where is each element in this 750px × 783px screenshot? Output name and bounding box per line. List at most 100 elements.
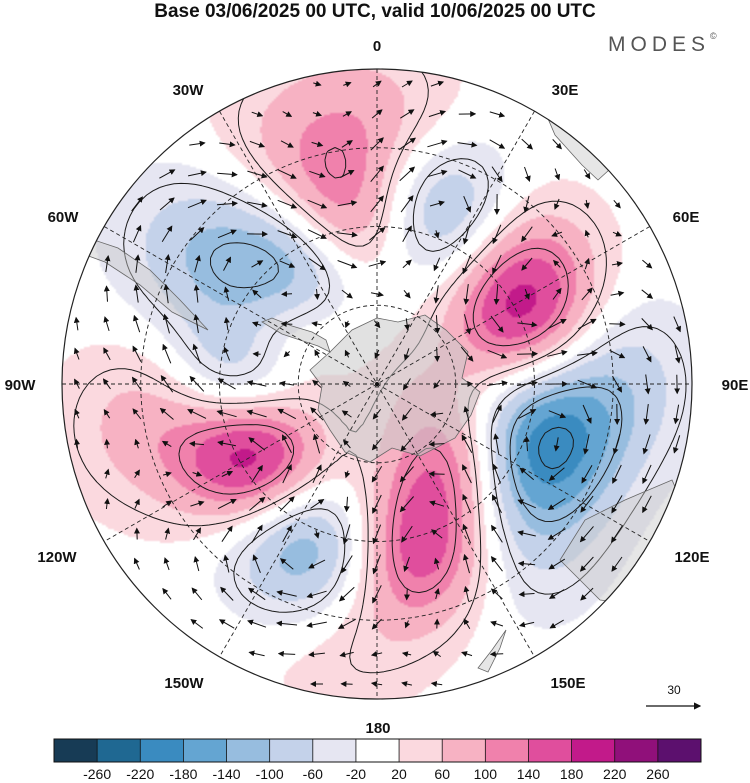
lon-label-180: 180 bbox=[365, 720, 390, 737]
wind-arrow bbox=[133, 284, 140, 303]
wind-arrow bbox=[306, 590, 327, 599]
wind-arrow bbox=[161, 440, 172, 448]
wind-arrow bbox=[399, 496, 414, 513]
wind-arrow bbox=[193, 284, 200, 303]
antarctic-peninsula-land bbox=[261, 317, 331, 353]
wind-arrow bbox=[547, 318, 567, 330]
wind-arrow bbox=[247, 619, 267, 628]
wind-arrow bbox=[611, 525, 623, 544]
wind-arrow bbox=[283, 350, 291, 358]
wind-arrow bbox=[462, 464, 472, 484]
wind-arrow bbox=[187, 170, 207, 177]
wind-arrow bbox=[251, 321, 262, 328]
wind-arrow bbox=[584, 229, 591, 238]
colorbar-swatch bbox=[657, 739, 702, 762]
wind-arrow bbox=[132, 224, 142, 243]
wind-arrow bbox=[223, 346, 231, 361]
wind-arrow bbox=[490, 315, 504, 333]
wind-arrow bbox=[641, 318, 653, 331]
wind-arrow bbox=[277, 230, 298, 239]
wind-arrow bbox=[277, 169, 297, 179]
wind-arrow bbox=[463, 284, 470, 305]
colorbar-swatch bbox=[269, 739, 314, 762]
wind-arrow bbox=[162, 500, 173, 508]
wind-arrow bbox=[613, 199, 621, 209]
wind-arrow bbox=[428, 110, 447, 118]
colorbar-tick-label: -180 bbox=[169, 766, 197, 782]
wind-arrow bbox=[519, 467, 535, 481]
colorbar-swatch bbox=[54, 739, 98, 762]
wind-arrow bbox=[518, 409, 537, 419]
wind-arrow bbox=[490, 556, 503, 572]
colorbar-swatch bbox=[312, 739, 357, 762]
colorbar-swatch bbox=[614, 739, 659, 762]
colorbar-tick-label: -100 bbox=[256, 766, 284, 782]
wind-arrow bbox=[551, 231, 563, 237]
wind-arrow bbox=[219, 141, 236, 148]
wind-arrow bbox=[189, 227, 205, 241]
wind-arrow bbox=[74, 438, 81, 449]
wind-arrow bbox=[338, 586, 355, 602]
wind-arrow bbox=[612, 464, 622, 484]
wind-arrow bbox=[642, 346, 652, 363]
wind-arrow bbox=[462, 553, 470, 574]
wind-arrow bbox=[337, 619, 356, 629]
wind-arrow bbox=[159, 407, 174, 420]
new-zealand-land bbox=[477, 629, 507, 673]
wind-arrow bbox=[134, 498, 140, 509]
wind-arrow bbox=[549, 619, 564, 629]
colorbar-tick-label: -60 bbox=[303, 766, 323, 782]
wind-arrow bbox=[217, 171, 238, 178]
wind-arrow bbox=[163, 283, 170, 304]
wind-arrow bbox=[641, 289, 654, 299]
wind-arrow bbox=[581, 465, 593, 484]
lon-label-60w: 60W bbox=[48, 209, 80, 226]
wind-arrow bbox=[343, 81, 352, 88]
wind-arrow bbox=[577, 318, 597, 330]
wind-arrow bbox=[251, 464, 263, 483]
wind-arrow bbox=[458, 169, 477, 179]
wind-arrow bbox=[461, 651, 473, 657]
wind-arrow bbox=[492, 254, 502, 275]
wind-arrow bbox=[433, 230, 440, 239]
wind-arrow bbox=[584, 257, 590, 270]
wind-arrow bbox=[463, 314, 472, 335]
latitude-circle-30s bbox=[140, 147, 614, 621]
wind-arrow bbox=[427, 139, 448, 148]
wind-arrow bbox=[132, 345, 142, 362]
wind-arrow bbox=[217, 229, 237, 239]
wind-arrow bbox=[429, 200, 445, 207]
wind-arrow bbox=[399, 166, 416, 182]
wind-arrow bbox=[609, 349, 626, 359]
wind-arrow bbox=[401, 80, 413, 88]
wind-arrow bbox=[276, 589, 297, 597]
wind-arrow bbox=[517, 560, 536, 567]
wind-arrow bbox=[492, 404, 502, 423]
wind-arrow bbox=[164, 254, 171, 274]
modes-logo: MODES© bbox=[608, 31, 717, 57]
lon-label-0: 0 bbox=[373, 38, 381, 55]
wind-arrow bbox=[427, 169, 448, 178]
wind-arrow bbox=[340, 170, 355, 178]
lon-label-30w: 30W bbox=[173, 82, 205, 99]
wind-arrow bbox=[193, 314, 200, 334]
wind-arrow bbox=[312, 110, 323, 117]
wind-arrow bbox=[462, 224, 471, 245]
wind-arrow bbox=[344, 470, 351, 479]
wind-arrow bbox=[306, 621, 327, 628]
wind-arrow bbox=[309, 170, 326, 178]
colorbar-tick-label: 140 bbox=[517, 766, 541, 782]
wind-arrow bbox=[548, 558, 566, 570]
wind-arrow bbox=[251, 524, 263, 543]
wind-arrow bbox=[192, 471, 203, 477]
wind-arrow bbox=[103, 347, 111, 361]
wind-vectors bbox=[73, 80, 681, 687]
wind-arrow bbox=[610, 290, 625, 297]
wind-arrow bbox=[190, 618, 204, 629]
lon-label-60e: 60E bbox=[673, 209, 700, 226]
wind-arrow bbox=[162, 343, 172, 364]
wind-arrow bbox=[133, 314, 141, 333]
colorbar-tick-label: 100 bbox=[474, 766, 498, 782]
wind-arrow bbox=[221, 470, 234, 477]
wind-arrow bbox=[552, 287, 562, 300]
